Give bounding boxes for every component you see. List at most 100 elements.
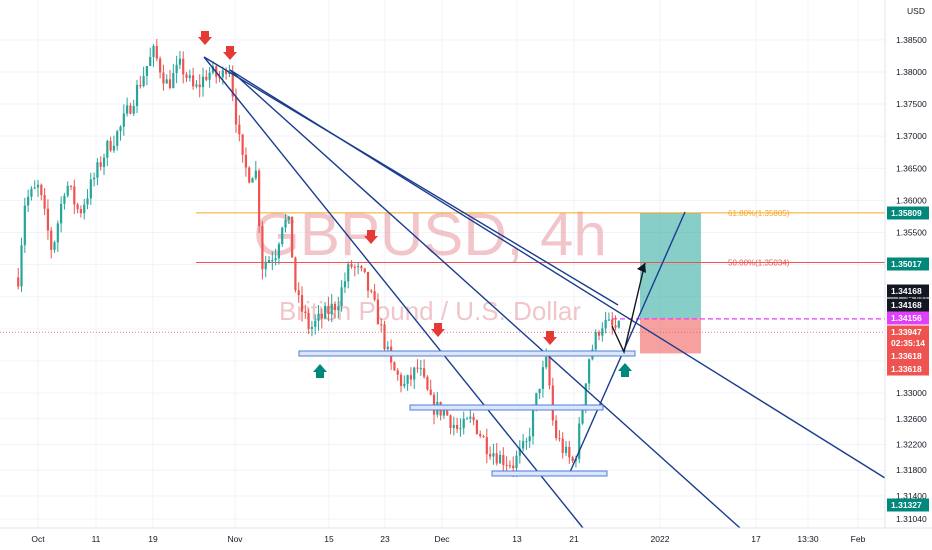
- candle-body: [492, 453, 495, 457]
- fib-label: 61.80%(1.35805): [728, 209, 790, 218]
- candle-body: [40, 184, 43, 196]
- candle-body: [380, 324, 383, 326]
- candle-body: [294, 257, 297, 291]
- x-tick-label: Dec: [434, 534, 450, 544]
- candle-body: [446, 410, 449, 416]
- x-tick-label: 13:30: [797, 534, 819, 544]
- candle-body: [604, 319, 607, 329]
- candle-body: [221, 70, 224, 77]
- watermark: GBPUSD, 4h British Pound / U.S. Dollar: [253, 201, 606, 326]
- trendline: [229, 69, 886, 479]
- candle-body: [20, 245, 23, 287]
- candle-body: [109, 140, 112, 151]
- candle-body: [93, 177, 96, 180]
- price-badge-label: 1.34156: [891, 313, 922, 323]
- candle-body: [297, 290, 300, 296]
- candle-body: [254, 170, 257, 179]
- candle-body: [383, 324, 386, 350]
- short-signal-arrow: [364, 230, 378, 244]
- candle-body: [142, 75, 145, 87]
- price-badge: [887, 325, 929, 339]
- candle-body: [89, 179, 92, 199]
- candle-body: [571, 457, 574, 462]
- trendline: [569, 211, 686, 473]
- candle-body: [317, 313, 320, 321]
- candle-body: [159, 58, 162, 73]
- candle-body: [162, 72, 165, 84]
- y-tick-label: 1.36000: [896, 195, 927, 205]
- price-badge-label: 02:35:14: [891, 338, 925, 348]
- candle-body: [479, 434, 482, 437]
- candle-body: [261, 226, 264, 270]
- candle-body: [175, 64, 178, 73]
- candle-body: [508, 465, 512, 467]
- y-tick-label: 1.31040: [896, 514, 927, 524]
- candle-body: [465, 418, 469, 420]
- candle-body: [555, 420, 558, 439]
- candle-body: [333, 303, 337, 311]
- candle-body: [350, 264, 353, 267]
- candle-body: [462, 418, 465, 429]
- candle-body: [538, 388, 541, 394]
- support-box: [298, 350, 636, 357]
- candle-body: [304, 311, 307, 313]
- y-tick-label: 1.36500: [896, 163, 927, 173]
- candle-body: [363, 268, 366, 272]
- short-signal-arrow: [543, 331, 557, 345]
- candle-body: [17, 277, 20, 287]
- candle-body: [498, 454, 502, 464]
- candle-body: [485, 437, 488, 455]
- candle-body: [310, 326, 314, 329]
- y-tick-label: 1.31800: [896, 465, 927, 475]
- candle-body: [284, 219, 287, 228]
- support-box: [409, 404, 604, 411]
- price-badge-label: 1.33618: [891, 364, 922, 374]
- candle-body: [528, 436, 531, 442]
- candle-body: [267, 260, 271, 263]
- candle-body: [357, 266, 360, 268]
- price-badge: [887, 298, 929, 312]
- price-badge-label: 1.35809: [891, 208, 922, 218]
- x-tick-label: 11: [92, 534, 101, 544]
- x-tick-label: 17: [751, 534, 761, 544]
- projection-path: [611, 262, 646, 355]
- candle-body: [525, 441, 528, 443]
- candle-body: [594, 332, 597, 350]
- price-badge: [887, 284, 929, 298]
- price-badge-label: 1.33947: [891, 327, 922, 337]
- candle-body: [291, 216, 294, 258]
- x-tick-label: 21: [569, 534, 579, 544]
- price-badge-label: 1.35017: [891, 259, 922, 269]
- candle-body: [472, 416, 475, 421]
- candle-body: [584, 383, 587, 409]
- candle-body: [429, 389, 432, 395]
- time-axis: Oct 11 19 Nov 15 23 Dec 13 21 2022 17 13:30 Feb: [0, 527, 932, 550]
- price-badge-label: 1.34168: [891, 286, 922, 296]
- candle-body: [360, 266, 363, 269]
- x-tick-label: Oct: [31, 534, 45, 544]
- candle-body: [152, 46, 155, 58]
- candle-body: [502, 454, 505, 465]
- candle-body: [449, 415, 452, 428]
- price-axis-bg: [885, 0, 932, 550]
- candle-body: [86, 198, 89, 205]
- candle-body: [495, 453, 498, 464]
- price-axis: USD 1.38500 1.38000 1.37500 1.37000 1.36500 1.…: [884, 0, 932, 550]
- y-tick-label: 1.33000: [896, 388, 927, 398]
- y-tick-label: 1.37000: [896, 131, 927, 141]
- candle-body: [551, 385, 554, 421]
- x-tick-label: 15: [324, 534, 334, 544]
- trendline: [229, 69, 741, 529]
- candle-body: [192, 75, 195, 87]
- candle-body: [106, 140, 109, 158]
- candle-body: [211, 66, 215, 73]
- candle-body: [469, 416, 472, 419]
- candle-body: [601, 328, 604, 336]
- candle-body: [393, 362, 396, 371]
- candle-body: [149, 57, 152, 66]
- signal-markers: [198, 31, 632, 378]
- candle-body: [475, 420, 479, 435]
- candle-body: [66, 185, 69, 196]
